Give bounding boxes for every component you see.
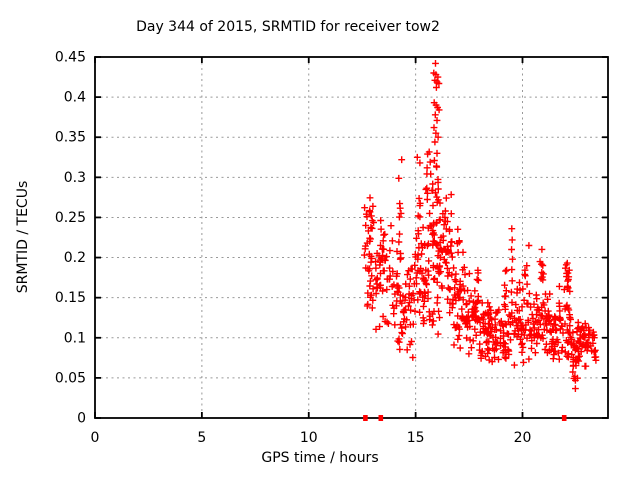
zero-markers-layer [363, 415, 567, 421]
data-points-layer [361, 60, 600, 392]
zero-value-marker [363, 415, 368, 421]
plot-border [94, 56, 609, 419]
y-axis-label: SRMTID / TECUs [15, 181, 31, 294]
y-tick-label: 0.35 [55, 130, 86, 146]
zero-value-marker [378, 415, 384, 421]
y-tick-label: 0.4 [64, 90, 86, 106]
plot-title: Day 344 of 2015, SRMTID for receiver tow… [136, 19, 440, 35]
y-tick-label: 0.3 [64, 170, 86, 186]
x-tick-label: 5 [197, 430, 206, 446]
y-tick-label: 0 [77, 411, 86, 427]
x-tick-label: 0 [91, 430, 100, 446]
tick-label-layer: 0 5 10 15 20 0 0.05 0.1 0.15 0.2 0.25 0.3 0.35 0.4 0.4… [55, 50, 532, 447]
x-tick-label: 10 [300, 430, 318, 446]
zero-value-marker [561, 415, 567, 421]
y-tick-label: 0.45 [55, 50, 86, 66]
scatter-plus-markers [361, 60, 600, 392]
y-tick-label: 0.1 [64, 330, 86, 346]
y-tick-label: 0.25 [55, 210, 86, 226]
y-tick-label: 0.2 [64, 250, 86, 266]
x-tick-label: 20 [514, 430, 532, 446]
x-axis-label: GPS time / hours [261, 450, 378, 466]
x-tick-label: 15 [407, 430, 425, 446]
y-tick-label: 0.05 [55, 370, 86, 386]
tick-layer [94, 56, 608, 419]
grid-layer [95, 57, 608, 418]
y-tick-label: 0.15 [55, 290, 86, 306]
